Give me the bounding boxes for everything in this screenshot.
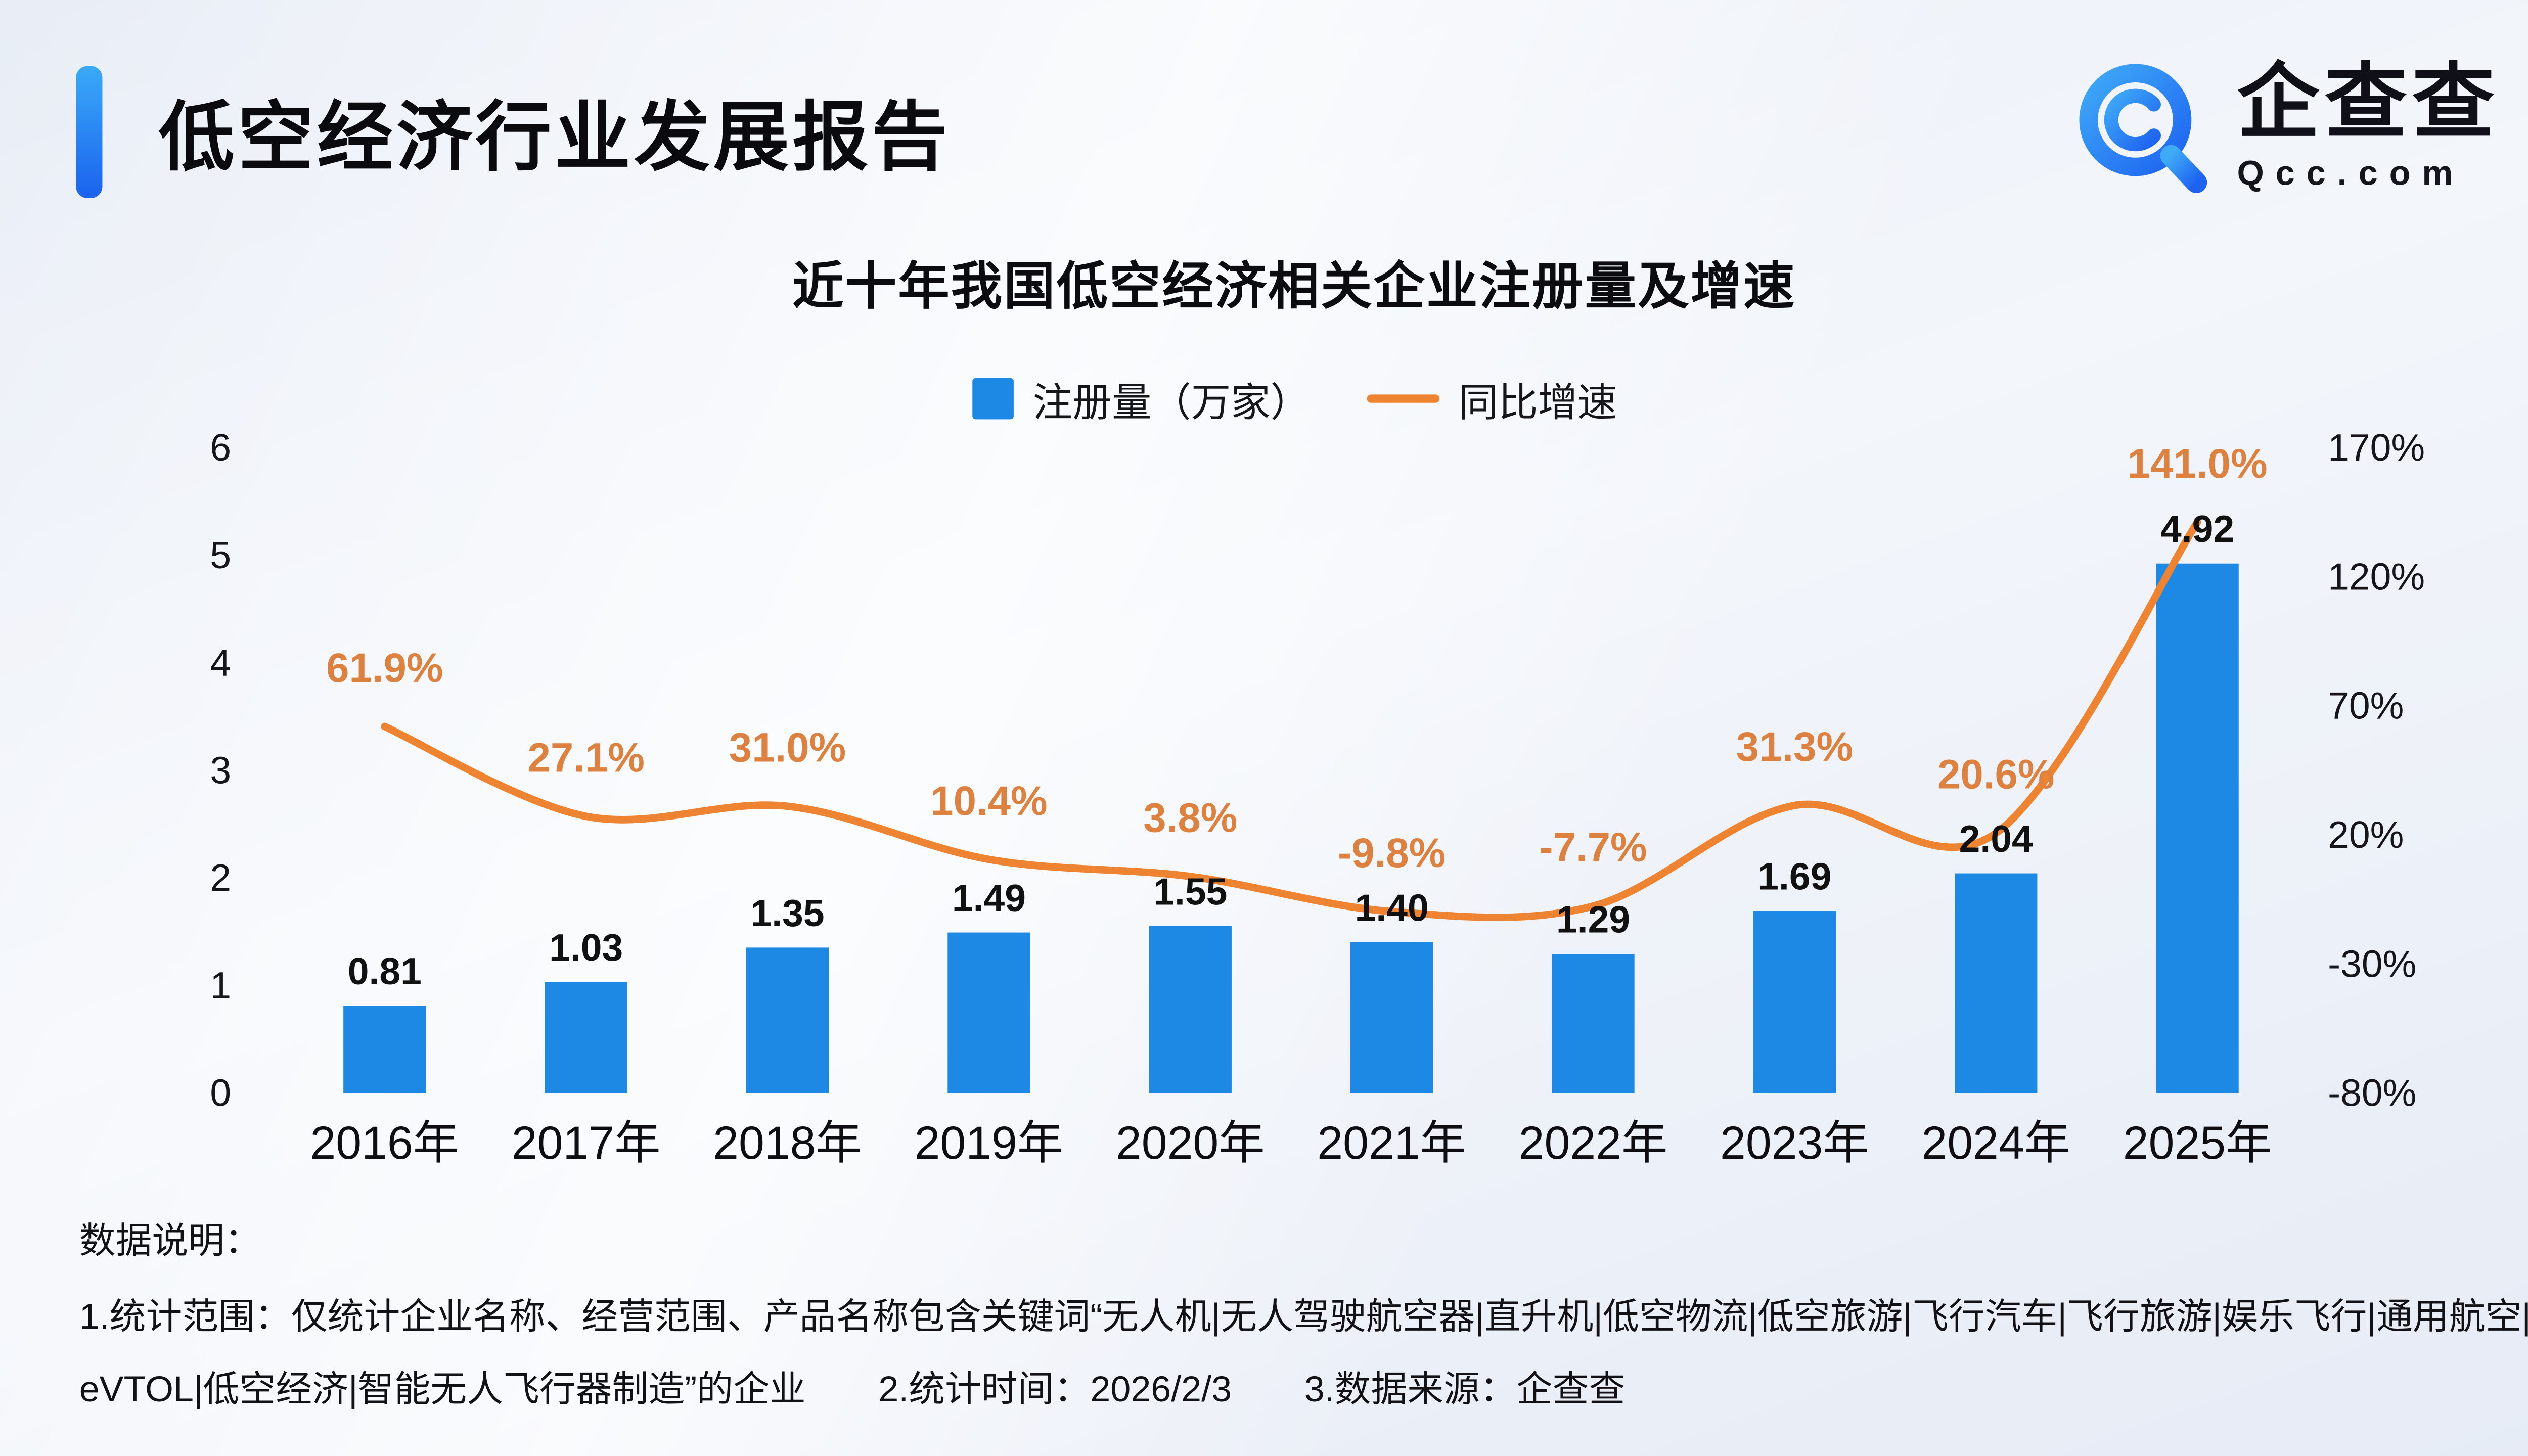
title-accent-bar bbox=[76, 66, 103, 198]
right-axis-tick: -80% bbox=[2328, 1072, 2416, 1114]
growth-line bbox=[381, 518, 2201, 921]
chart-title: 近十年我国低空经济相关企业注册量及增速 bbox=[792, 257, 1796, 315]
left-axis-tick: 2 bbox=[210, 856, 231, 899]
growth-value-label: 20.6% bbox=[1937, 752, 2054, 798]
x-axis-label: 2022年 bbox=[1519, 1117, 1668, 1169]
bar-value-label: 1.69 bbox=[1757, 855, 1831, 898]
brand-logo: 企查查 Qcc.com bbox=[2068, 56, 2499, 198]
data-notes: 数据说明： 1.统计范围：仅统计企业名称、经营范围、产品名称包含关键词“无人机|… bbox=[79, 1205, 2528, 1427]
x-axis-label: 2017年 bbox=[512, 1117, 661, 1169]
legend-item-line: 同比增速 bbox=[1366, 370, 1617, 427]
growth-value-label: 3.8% bbox=[1143, 795, 1237, 841]
right-axis-tick: 70% bbox=[2328, 685, 2404, 727]
x-axis-label: 2023年 bbox=[1720, 1117, 1869, 1169]
growth-value-label: 31.3% bbox=[1736, 724, 1853, 770]
bar-value-label: 2.04 bbox=[1959, 817, 2033, 860]
bar bbox=[1350, 942, 1433, 1093]
header: 低空经济行业发展报告 bbox=[76, 66, 951, 198]
qcc-logo-icon bbox=[2079, 64, 2207, 194]
x-axis-label: 2016年 bbox=[310, 1117, 459, 1169]
bar-value-label: 1.29 bbox=[1556, 898, 1630, 941]
left-axis-tick: 5 bbox=[210, 534, 231, 576]
legend-item-bars: 注册量（万家） bbox=[971, 370, 1311, 427]
bar bbox=[2156, 563, 2239, 1093]
left-axis-tick: 4 bbox=[210, 642, 231, 684]
left-axis-tick: 0 bbox=[210, 1072, 231, 1114]
combo-chart: 0 1 2 3 4 5 6 -80% -30% 20% 70% 120% 170% 2016年 2017年 2… bbox=[210, 426, 2425, 1169]
notes-body: 1.统计范围：仅统计企业名称、经营范围、产品名称包含关键词“无人机|无人驾驶航空… bbox=[79, 1296, 2528, 1410]
bar-value-label: 4.92 bbox=[2160, 508, 2234, 550]
right-axis-tick: 20% bbox=[2328, 813, 2404, 856]
growth-value-label: 141.0% bbox=[2128, 441, 2268, 487]
right-axis-tick: -30% bbox=[2328, 942, 2416, 985]
bar-series-label: 注册量（万家） bbox=[1032, 381, 1311, 426]
brand-name: 企查查 bbox=[2237, 56, 2500, 149]
x-axis-label: 2019年 bbox=[915, 1117, 1064, 1169]
growth-value-label: -9.8% bbox=[1338, 830, 1446, 876]
bar bbox=[746, 947, 829, 1093]
bar-value-label: 1.03 bbox=[549, 926, 623, 969]
bar-series-swatch bbox=[971, 378, 1013, 420]
bar bbox=[1753, 911, 1836, 1093]
bar-value-label: 0.81 bbox=[348, 950, 422, 992]
x-axis-label: 2025年 bbox=[2123, 1117, 2272, 1169]
growth-value-label: 61.9% bbox=[326, 645, 443, 691]
page-title: 低空经济行业发展报告 bbox=[158, 94, 951, 180]
left-axis-tick: 3 bbox=[210, 749, 231, 791]
bar bbox=[1552, 954, 1635, 1093]
bar bbox=[947, 932, 1030, 1093]
bar-value-label: 1.40 bbox=[1355, 886, 1429, 929]
bar-value-label: 1.55 bbox=[1153, 870, 1227, 913]
bar bbox=[343, 1006, 426, 1093]
x-axis-label: 2024年 bbox=[1921, 1117, 2070, 1169]
x-axis-label: 2018年 bbox=[713, 1117, 862, 1169]
left-axis-tick: 6 bbox=[210, 426, 231, 469]
line-series-label: 同比增速 bbox=[1458, 381, 1617, 426]
brand-text: 企查查 Qcc.com bbox=[2237, 56, 2499, 195]
notes-heading: 数据说明： bbox=[79, 1220, 261, 1261]
bar bbox=[1955, 873, 2038, 1093]
bar bbox=[545, 982, 627, 1093]
x-axis-label: 2021年 bbox=[1317, 1117, 1466, 1169]
left-axis-tick: 1 bbox=[210, 964, 231, 1007]
bar bbox=[1149, 926, 1232, 1093]
brand-domain: Qcc.com bbox=[2237, 155, 2465, 194]
bar-value-label: 1.49 bbox=[952, 877, 1026, 919]
growth-value-label: 10.4% bbox=[930, 778, 1047, 824]
growth-value-label: -7.7% bbox=[1539, 825, 1647, 871]
chart-legend: 注册量（万家） 同比增速 bbox=[0, 370, 2528, 427]
line-series-swatch bbox=[1366, 394, 1439, 403]
growth-value-label: 27.1% bbox=[527, 735, 644, 781]
right-axis-tick: 170% bbox=[2328, 426, 2425, 469]
right-axis-tick: 120% bbox=[2328, 555, 2425, 598]
x-axis-label: 2020年 bbox=[1116, 1117, 1265, 1169]
bar-value-label: 1.35 bbox=[750, 892, 824, 934]
growth-value-label: 31.0% bbox=[729, 725, 846, 771]
